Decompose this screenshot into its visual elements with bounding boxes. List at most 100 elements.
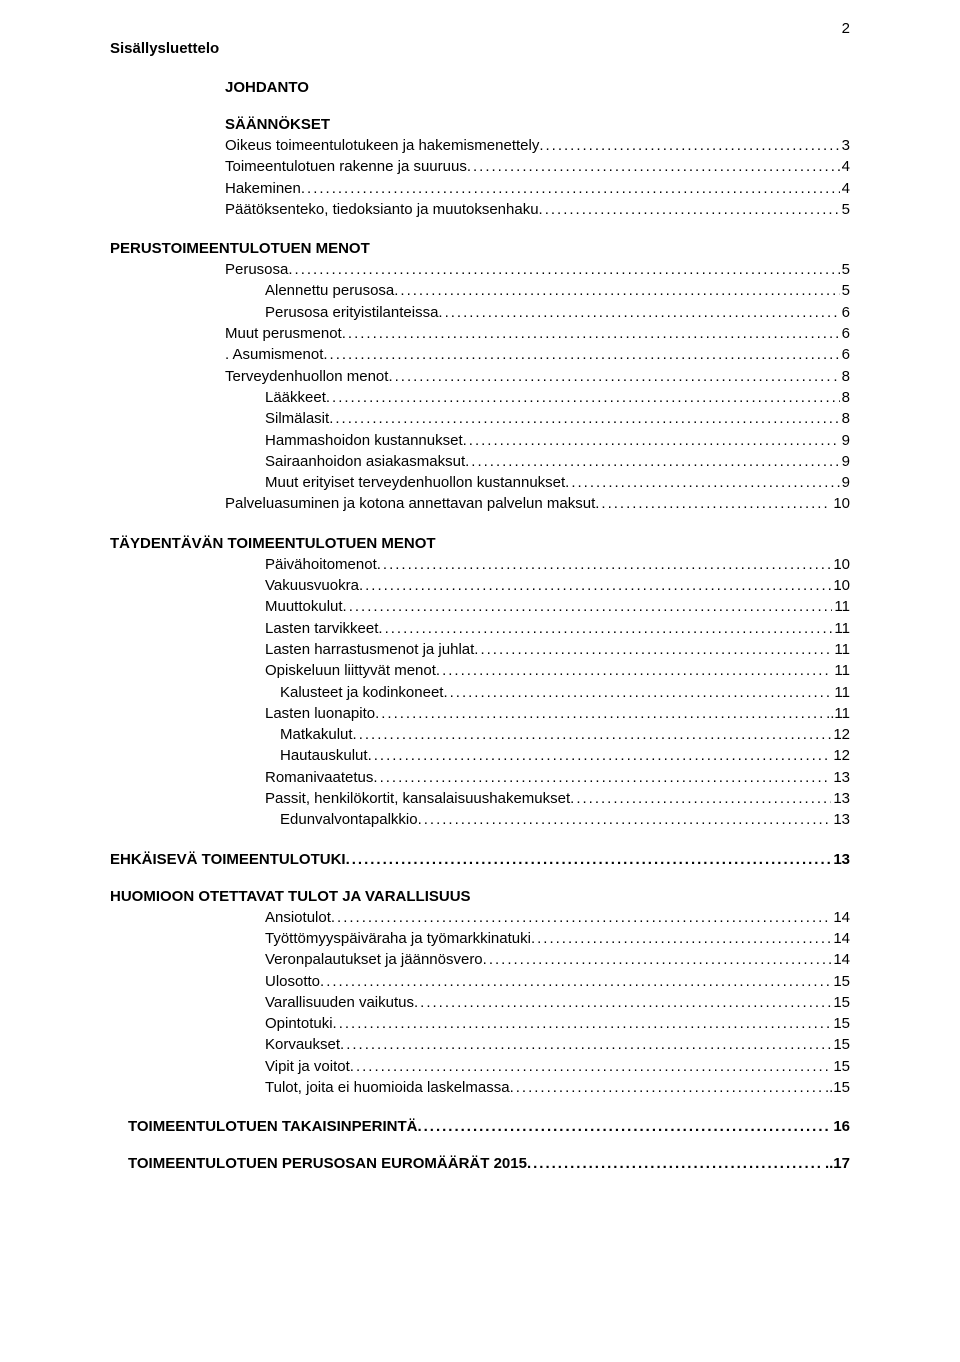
section-heading: PERUSTOIMEENTULOTUEN MENOT: [110, 240, 850, 257]
toc-entry: Matkakulut12: [110, 724, 850, 745]
toc-entry: Muuttokulut11: [110, 596, 850, 617]
toc-page: 13: [831, 809, 850, 830]
toc-entry: Opiskeluun liittyvät menot 11: [110, 660, 850, 681]
toc-leader: [438, 302, 831, 323]
toc-label: Hakeminen: [225, 178, 301, 199]
toc-label: Lasten tarvikkeet: [265, 618, 378, 639]
toc-label: Vipit ja voitot: [265, 1056, 350, 1077]
toc-entry: Oikeus toimeentulotukeen ja hakemismenet…: [110, 135, 850, 156]
toc-entry: Toimeentulotuen rakenne ja suuruus 4: [110, 156, 850, 177]
toc-label: Päätöksenteko, tiedoksianto ja muutoksen…: [225, 199, 539, 220]
toc-entry: Ulosotto15: [110, 971, 850, 992]
toc-page: 13: [831, 851, 850, 868]
toc-label: Opintotuki: [265, 1013, 333, 1034]
toc-title: Sisällysluettelo: [110, 40, 850, 57]
toc-page: ..15: [823, 1077, 850, 1098]
toc-label: Ansiotulot: [265, 907, 331, 928]
toc-section: HUOMIOON OTETTAVAT TULOT JA VARALLISUUS A…: [110, 888, 850, 1099]
toc-label: Perusosa: [225, 259, 288, 280]
toc-entry: Varallisuuden vaikutus15: [110, 992, 850, 1013]
toc-leader: [373, 767, 831, 788]
toc-leader: [350, 1056, 832, 1077]
toc-label: Lääkkeet: [265, 387, 326, 408]
toc-standalone: EHKÄISEVÄ TOIMEENTULOTUKI 13: [110, 851, 850, 868]
toc-section: PERUSTOIMEENTULOTUEN MENOT Perusosa 5Alen…: [110, 240, 850, 515]
toc-leader: [375, 703, 824, 724]
toc-section: JOHDANTO: [110, 79, 850, 96]
toc-leader: [320, 971, 831, 992]
toc-leader: [323, 344, 839, 365]
toc-entry: Vakuusvuokra 10: [110, 575, 850, 596]
toc-label: Romanivaatetus: [265, 767, 373, 788]
section-heading: SÄÄNNÖKSET: [110, 116, 850, 133]
toc-label: Passit, henkilökortit, kansalaisuushakem…: [265, 788, 570, 809]
toc-content: Sisällysluettelo JOHDANTO SÄÄNNÖKSET Oikeu…: [0, 0, 960, 1212]
toc-entry: Silmälasit 8: [110, 408, 850, 429]
toc-entry: Passit, henkilökortit, kansalaisuushakem…: [110, 788, 850, 809]
toc-page: . 6: [831, 302, 850, 323]
toc-leader: [394, 280, 839, 301]
toc-leader: [436, 660, 833, 681]
section-heading: JOHDANTO: [110, 79, 850, 96]
toc-leader: [565, 472, 839, 493]
toc-label: Perusosa erityistilanteissa: [265, 302, 438, 323]
toc-label: TOIMEENTULOTUEN PERUSOSAN EUROMÄÄRÄT 201…: [128, 1155, 527, 1172]
toc-page: 14: [831, 907, 850, 928]
toc-leader: [483, 949, 832, 970]
section-heading: HUOMIOON OTETTAVAT TULOT JA VARALLISUUS: [110, 888, 850, 905]
toc-page: 13: [831, 767, 850, 788]
toc-label: Silmälasit: [265, 408, 329, 429]
toc-label: Hautauskulut: [280, 745, 368, 766]
toc-label: TOIMEENTULOTUEN TAKAISINPERINTÄ: [128, 1118, 417, 1135]
toc-label: Matkakulut: [280, 724, 353, 745]
toc-page: 10: [831, 493, 850, 514]
toc-page: 5: [840, 259, 850, 280]
toc-leader: [340, 1034, 831, 1055]
toc-leader: [343, 596, 833, 617]
toc-leader: [595, 493, 831, 514]
toc-entry: Lasten harrastusmenot ja juhlat 11: [110, 639, 850, 660]
toc-leader: [378, 618, 832, 639]
toc-leader: [510, 1077, 823, 1098]
toc-entry: Päivähoitomenot 10: [110, 554, 850, 575]
toc-leader: [527, 1155, 823, 1172]
toc-section: SÄÄNNÖKSET Oikeus toimeentulotukeen ja ha…: [110, 116, 850, 220]
toc-label: Oikeus toimeentulotukeen ja hakemismenet…: [225, 135, 539, 156]
toc-leader: [359, 575, 831, 596]
toc-leader: [331, 907, 831, 928]
toc-entry: Lääkkeet 8: [110, 387, 850, 408]
toc-leader: [539, 199, 840, 220]
toc-page: 10: [831, 575, 850, 596]
toc-entry: Hammashoidon kustannukset 9: [110, 430, 850, 451]
toc-page: 12: [831, 745, 850, 766]
toc-entry: Palveluasuminen ja kotona annettavan pal…: [110, 493, 850, 514]
toc-entry: Työttömyyspäiväraha ja työmarkkinatuki 1…: [110, 928, 850, 949]
toc-page: 9: [840, 472, 850, 493]
toc-leader: [417, 1118, 831, 1135]
toc-page: 5: [840, 280, 850, 301]
toc-page: 11: [832, 660, 850, 681]
toc-entry: Päätöksenteko, tiedoksianto ja muutoksen…: [110, 199, 850, 220]
toc-entry: Alennettu perusosa 5: [110, 280, 850, 301]
section-heading: TÄYDENTÄVÄN TOIMEENTULOTUEN MENOT: [110, 535, 850, 552]
toc-leader: [443, 682, 832, 703]
toc-label: Hammashoidon kustannukset: [265, 430, 463, 451]
toc-label: Veronpalautukset ja jäännösvero: [265, 949, 483, 970]
toc-entry: Tulot, joita ei huomioida laskelmassa ..1…: [110, 1077, 850, 1098]
toc-label: EHKÄISEVÄ TOIMEENTULOTUKI: [110, 851, 346, 868]
toc-entry: Kalusteet ja kodinkoneet11: [110, 682, 850, 703]
toc-entry: Sairaanhoidon asiakasmaksut 9: [110, 451, 850, 472]
toc-label: Varallisuuden vaikutus: [265, 992, 414, 1013]
toc-page: 14: [831, 949, 850, 970]
toc-leader: [346, 851, 832, 868]
toc-leader: [353, 724, 832, 745]
toc-entry: Perusosa 5: [110, 259, 850, 280]
toc-page: 13: [831, 788, 850, 809]
toc-page: 6: [840, 344, 850, 365]
toc-label: Vakuusvuokra: [265, 575, 359, 596]
toc-leader: [342, 323, 840, 344]
toc-label: Palveluasuminen ja kotona annettavan pal…: [225, 493, 595, 514]
toc-leader: [414, 992, 831, 1013]
toc-label: Tulot, joita ei huomioida laskelmassa: [265, 1077, 510, 1098]
toc-entry: Perusosa erityistilanteissa . 6: [110, 302, 850, 323]
